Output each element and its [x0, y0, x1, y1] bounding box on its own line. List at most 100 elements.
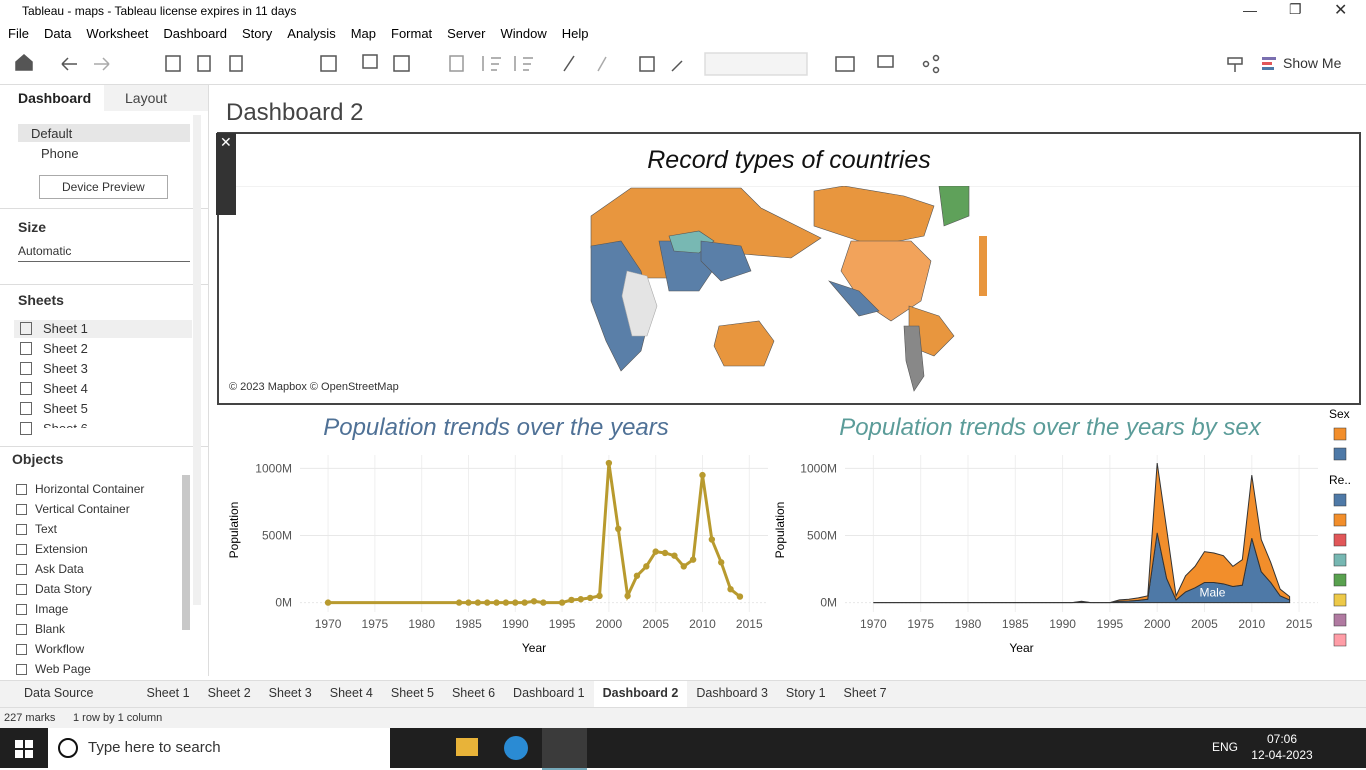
menu-item[interactable]: Story	[241, 26, 273, 41]
sheet-item[interactable]: Sheet 6	[43, 421, 88, 428]
device-preview[interactable]: Device Preview	[39, 175, 168, 199]
sheet-tab[interactable]: Sheet 1	[146, 686, 190, 700]
sheet-item[interactable]: Sheet 2	[43, 341, 88, 356]
device[interactable]: Phone	[41, 146, 79, 161]
toolbar-icons	[15, 52, 940, 76]
edge[interactable]	[504, 736, 528, 760]
point	[577, 596, 584, 603]
search-placeholder: Type here to search	[88, 739, 221, 756]
point	[530, 598, 538, 605]
sheet-tab[interactable]: Sheet 2	[207, 686, 251, 700]
sheet-tab[interactable]: Sheet 3	[268, 686, 312, 700]
map-title: Record types of countries	[647, 146, 931, 174]
scrollbar	[182, 475, 190, 630]
menu-item[interactable]: Data	[43, 26, 72, 41]
point	[455, 599, 463, 606]
size-select[interactable]: Automatic	[18, 244, 190, 262]
point	[615, 525, 622, 533]
x-tick-label: 2010	[689, 617, 716, 631]
charts: Population trends over the years Populati…	[227, 407, 1351, 655]
zone-controls[interactable]: ✕	[216, 133, 236, 215]
menu-item[interactable]: Window	[500, 26, 547, 41]
object-item[interactable]: Image	[35, 602, 69, 616]
minimize[interactable]: —	[1243, 2, 1257, 18]
x-tick-label: 1990	[1049, 617, 1076, 631]
x-tick-label: 1985	[455, 617, 482, 631]
object-item[interactable]: Extension	[35, 542, 88, 556]
object-icon	[16, 564, 27, 575]
start[interactable]	[15, 740, 33, 758]
sheet-tab[interactable]: Dashboard 1	[513, 686, 585, 700]
object-item[interactable]: Text	[35, 522, 58, 536]
device[interactable]: Default	[31, 126, 73, 141]
language[interactable]: ENG	[1212, 740, 1239, 754]
menu-item[interactable]: Analysis	[287, 26, 336, 41]
y-tick-label: 500M	[262, 529, 292, 543]
search-box[interactable]: Type here to search	[48, 728, 390, 768]
point	[671, 552, 678, 559]
menu-item[interactable]: Dashboard	[163, 26, 227, 41]
legend-title: Re..	[1329, 473, 1351, 487]
sheet-item[interactable]: Sheet 4	[43, 381, 88, 396]
point	[643, 563, 650, 570]
sheet-tab[interactable]: Sheet 5	[390, 686, 434, 700]
section-heading: Objects	[12, 451, 64, 467]
restore[interactable]: ❐	[1289, 1, 1302, 17]
y-tick-label: 0M	[820, 596, 837, 610]
sheet-item[interactable]: Sheet 3	[43, 361, 88, 376]
close[interactable]: ✕	[1334, 2, 1348, 19]
divider	[0, 284, 208, 285]
explorer[interactable]	[456, 738, 478, 756]
object-item[interactable]: Blank	[35, 622, 66, 636]
object-item[interactable]: Data Story	[35, 582, 92, 596]
sheet-tabs: Data Source Sheet 1 Sheet 2 Sheet 3 Sheet 4 S…	[0, 680, 1366, 707]
point	[502, 599, 510, 606]
divider	[0, 446, 208, 447]
sheet-tab[interactable]: Sheet 6	[451, 686, 496, 700]
menu-item[interactable]: Worksheet	[86, 26, 149, 41]
x-tick-label: 1975	[907, 617, 934, 631]
show-me[interactable]: Show Me	[1283, 55, 1342, 71]
object-item[interactable]: Workflow	[35, 642, 85, 656]
point	[484, 599, 491, 606]
legend-swatch	[1333, 493, 1347, 507]
y-tick-label: 0M	[275, 596, 292, 610]
object-item[interactable]: Vertical Container	[35, 502, 130, 516]
sidebar-tab[interactable]: Layout	[125, 90, 168, 106]
point	[718, 559, 725, 566]
chart-title: Population trends over the years	[323, 414, 669, 441]
taskbar: Type here to search ENG 07:06 12-04-2023	[0, 728, 1366, 770]
menu-item[interactable]: Help	[561, 26, 589, 41]
object-item[interactable]: Horizontal Container	[35, 482, 145, 496]
sheet-item[interactable]: Sheet 5	[43, 401, 88, 416]
sheet-tab[interactable]: Data Source	[24, 686, 94, 700]
y-tick-label: 1000M	[800, 461, 837, 475]
legend-swatch	[1333, 593, 1347, 607]
status-bar: 227 marks 1 row by 1 column	[0, 707, 1366, 729]
object-icon	[16, 504, 27, 515]
point	[699, 471, 706, 479]
point	[596, 592, 603, 600]
legend-swatch	[1333, 573, 1347, 587]
tableau-app[interactable]	[542, 728, 587, 770]
section-heading: Sheets	[18, 292, 64, 308]
sheet-item[interactable]: Sheet 1	[43, 321, 88, 336]
sheet-tab[interactable]: Story 1	[785, 686, 826, 700]
sheet-tab[interactable]: Sheet 7	[843, 686, 887, 700]
sidebar-tab[interactable]: Dashboard	[18, 90, 92, 106]
object-item[interactable]: Ask Data	[35, 562, 84, 576]
sheet-tab[interactable]: Dashboard 2	[593, 681, 688, 707]
menu-item[interactable]: File	[8, 26, 29, 41]
sheet-tab[interactable]: Sheet 4	[329, 686, 373, 700]
point	[633, 572, 641, 579]
menu-item[interactable]: Server	[447, 26, 486, 41]
menu-item[interactable]: Format	[391, 26, 433, 41]
object-item[interactable]: Web Page	[35, 662, 91, 676]
x-tick-label: 2010	[1238, 617, 1265, 631]
show-me-icon[interactable]	[1262, 56, 1278, 72]
presentation-icon[interactable]	[1225, 54, 1245, 74]
menu-item[interactable]: Map	[350, 26, 376, 41]
sheet-tab[interactable]: Dashboard 3	[696, 686, 768, 700]
x-tick-label: 1970	[860, 617, 887, 631]
